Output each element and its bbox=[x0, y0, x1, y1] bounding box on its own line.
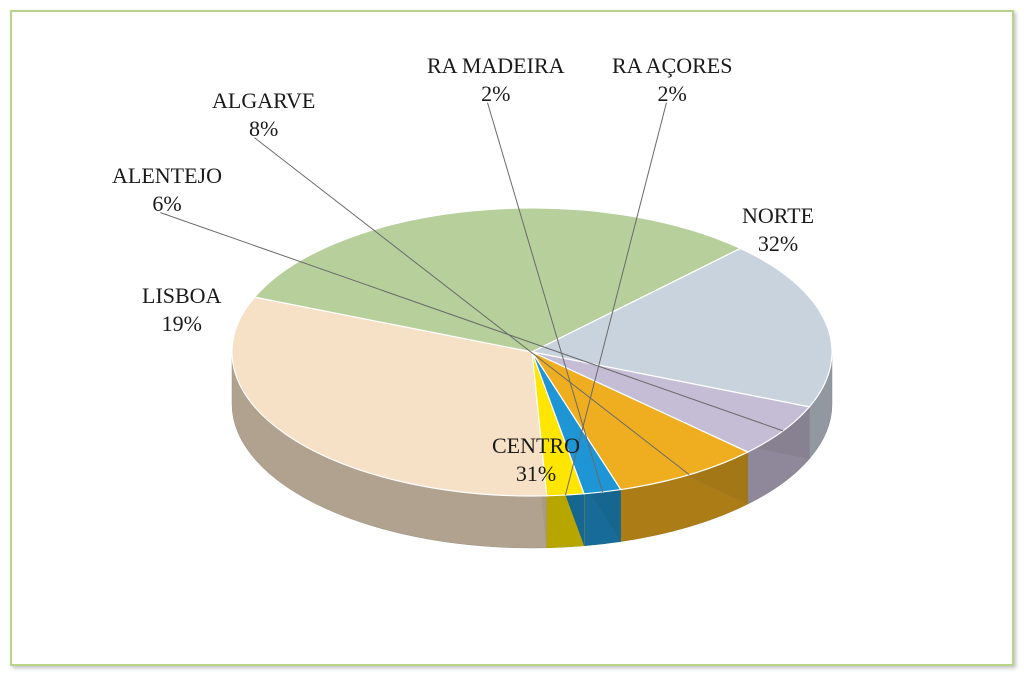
slice-label-percent: 31% bbox=[492, 460, 580, 488]
slice-label: RA MADEIRA2% bbox=[427, 52, 565, 107]
slice-label-percent: 32% bbox=[742, 230, 814, 258]
slice-label-name: ALGARVE bbox=[212, 87, 315, 115]
slice-label-percent: 19% bbox=[142, 310, 221, 338]
slice-label: ALGARVE8% bbox=[212, 87, 315, 142]
slice-label: CENTRO31% bbox=[492, 432, 580, 487]
slice-label-name: CENTRO bbox=[492, 432, 580, 460]
slice-label-percent: 2% bbox=[612, 80, 732, 108]
slice-label: RA AÇORES2% bbox=[612, 52, 732, 107]
slice-label-name: NORTE bbox=[742, 202, 814, 230]
slice-label-percent: 6% bbox=[112, 190, 222, 218]
pie-chart bbox=[12, 12, 1012, 664]
slice-label-name: RA MADEIRA bbox=[427, 52, 565, 80]
slice-label-name: ALENTEJO bbox=[112, 162, 222, 190]
chart-frame: RA AÇORES2%NORTE32%CENTRO31%LISBOA19%ALE… bbox=[10, 10, 1014, 666]
slice-label-percent: 2% bbox=[427, 80, 565, 108]
slice-label: NORTE32% bbox=[742, 202, 814, 257]
slice-label-name: LISBOA bbox=[142, 282, 221, 310]
slice-label-percent: 8% bbox=[212, 115, 315, 143]
slice-label-name: RA AÇORES bbox=[612, 52, 732, 80]
slice-label: LISBOA19% bbox=[142, 282, 221, 337]
slice-label: ALENTEJO6% bbox=[112, 162, 222, 217]
